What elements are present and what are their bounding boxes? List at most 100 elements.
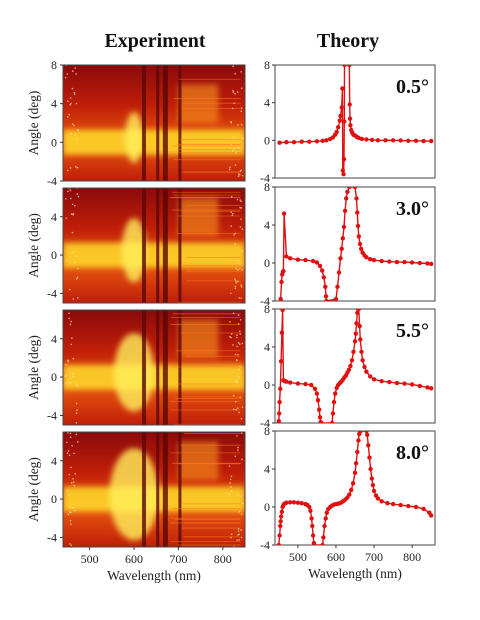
theory-point: [346, 367, 352, 372]
theory-point: [336, 125, 341, 130]
theory-point: [387, 259, 392, 264]
theory-point: [358, 337, 363, 342]
theory-ytick-label: 8: [264, 302, 270, 316]
theory-ytick-label: 0: [264, 133, 270, 147]
theory-point: [329, 420, 335, 423]
experiment-frame-2: [62, 309, 246, 426]
theory-ytick-label: 0: [264, 378, 270, 392]
theory-point: [364, 369, 369, 374]
theory-point: [278, 386, 283, 391]
theory-point: [358, 431, 363, 434]
theory-xtick-label: 500: [289, 550, 307, 564]
theory-frame-0: [274, 64, 436, 179]
theory-ytick-label: 0: [264, 256, 270, 270]
experiment-ytick-label: 0: [51, 492, 57, 506]
theory-point: [409, 382, 415, 387]
theory-point: [347, 492, 352, 497]
theory-ytick-label: 4: [264, 340, 270, 354]
theory-point: [278, 519, 283, 524]
theory-point: [309, 516, 314, 521]
theory-point: [335, 284, 340, 289]
theory-point: [364, 255, 369, 260]
theory-point: [340, 168, 345, 173]
theory-point: [279, 330, 285, 335]
experiment-ytick-label: 0: [51, 135, 57, 149]
theory-point: [299, 501, 304, 506]
experiment-ylabel: Angle (deg): [26, 91, 41, 156]
theory-ytick-label: 8: [264, 424, 270, 438]
theory-point: [279, 279, 284, 285]
theory-point: [320, 138, 325, 143]
experiment-ytick-label: 0: [51, 248, 57, 262]
theory-point: [310, 533, 316, 538]
theory-point: [308, 508, 313, 513]
theory-point: [317, 415, 323, 420]
panels: -4 0 4 8 Angle (deg) -4 0 4 8 0.5° -4 0 4 Angle (deg)…: [26, 58, 436, 583]
theory-series-2: [276, 309, 434, 423]
experiment-frame-3: [62, 431, 246, 548]
theory-point: [310, 523, 315, 529]
experiment-ylabel: Angle (deg): [26, 335, 41, 400]
theory-point: [402, 259, 407, 265]
theory-point: [379, 499, 384, 504]
theory-point: [350, 481, 356, 486]
theory-point: [338, 256, 343, 261]
theory-point: [371, 257, 377, 263]
theory-point: [344, 196, 349, 201]
theory-point: [355, 449, 360, 455]
theory-point: [278, 359, 284, 364]
experiment-ytick-label: 4: [51, 454, 57, 468]
theory-point: [284, 140, 289, 145]
theory-point: [309, 382, 314, 388]
theory-point: [421, 138, 426, 144]
theory-point: [359, 349, 364, 354]
theory-point: [277, 399, 282, 405]
theory-point: [368, 466, 373, 472]
theory-point: [356, 438, 361, 443]
theory-xlabel: Wavelength (nm): [308, 566, 402, 581]
theory-point: [369, 137, 375, 143]
experiment-ytick-label: 4: [51, 210, 57, 224]
theory-point: [402, 381, 407, 386]
theory-xtick-label: 700: [365, 550, 383, 564]
theory-point: [385, 501, 390, 506]
theory-point: [369, 476, 374, 481]
theory-ytick-label: 8: [264, 58, 270, 72]
theory-point: [347, 187, 352, 190]
theory-point: [310, 258, 316, 264]
theory-point: [356, 309, 361, 312]
theory-frame-1: [274, 186, 436, 302]
theory-ytick-label: 8: [264, 180, 270, 194]
theory-point: [413, 504, 419, 510]
theory-point: [398, 138, 403, 143]
experiment-ytick-label: 0: [51, 370, 57, 384]
theory-point: [317, 407, 322, 412]
theory-point: [358, 246, 364, 251]
theory-point: [348, 363, 353, 369]
theory-point: [394, 380, 400, 386]
theory-point: [277, 411, 282, 416]
theory-point: [348, 123, 353, 128]
theory-point: [323, 294, 329, 299]
theory-point: [357, 241, 363, 247]
experiment-ytick-label: 4: [51, 97, 57, 111]
theory-ytick-label: -4: [260, 416, 270, 430]
experiment-xtick-label: 700: [169, 552, 187, 566]
experiment-heatmap-0: [63, 65, 245, 181]
theory-ytick-label: -4: [260, 171, 270, 185]
theory-point: [345, 189, 350, 194]
theory-point: [288, 500, 293, 505]
experiment-ytick-label: -4: [47, 174, 57, 188]
theory-point: [383, 138, 388, 143]
experiment-column-title: Experiment: [104, 30, 205, 52]
theory-point: [365, 432, 370, 437]
theory-point: [387, 379, 392, 385]
theory-point: [284, 379, 289, 384]
theory-point: [349, 358, 355, 363]
experiment-ylabel: Angle (deg): [26, 457, 41, 522]
theory-point: [340, 236, 345, 241]
experiment-frame-0: [62, 64, 246, 182]
theory-point: [342, 208, 348, 213]
theory-point: [281, 211, 287, 216]
theory-point: [359, 136, 365, 142]
